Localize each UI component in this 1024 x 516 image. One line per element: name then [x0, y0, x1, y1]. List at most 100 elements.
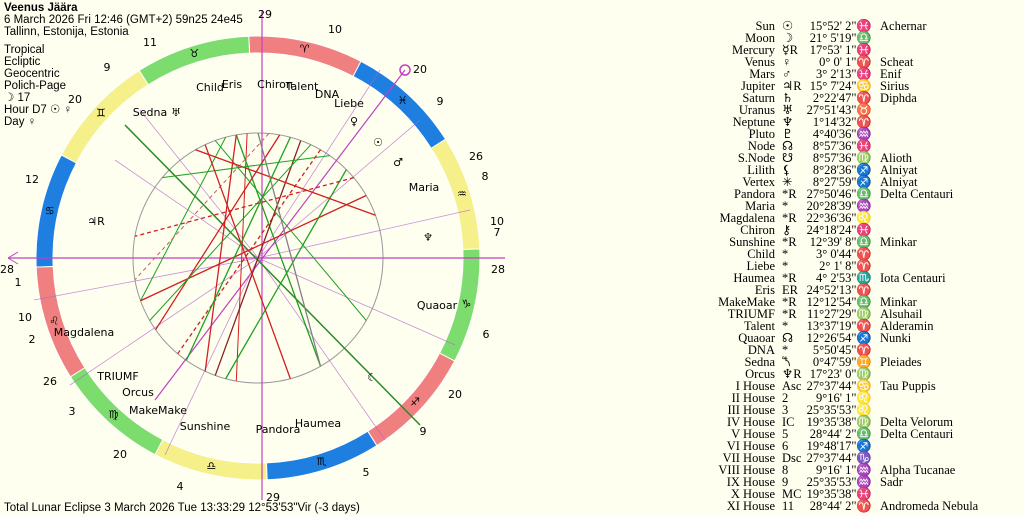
point-label: Sedna	[133, 106, 167, 119]
row-name: Sedna	[744, 355, 775, 369]
row-position: 12°39' 8"♎	[810, 234, 872, 249]
row-position: 22°36'36"♌	[807, 210, 872, 225]
row-position: 12°12'54"♎	[807, 294, 872, 309]
row-position: 0° 0' 1"♈	[819, 54, 872, 69]
row-glyph: ♃R	[782, 79, 802, 93]
row-name: III House	[727, 403, 775, 417]
row-position: 2° 1' 8"♈	[819, 258, 872, 273]
row-name: Sunshine	[729, 235, 775, 249]
row-name: Moon	[745, 31, 776, 45]
row-name: VII House	[723, 451, 776, 465]
row-position: 28°44' 2"♎	[810, 426, 872, 441]
magenta-axis	[154, 69, 406, 401]
row-star: Alniyat	[880, 175, 918, 189]
cusp-degree: 9	[420, 425, 427, 438]
row-star: Pleiades	[880, 355, 922, 369]
setting: Geocentric	[4, 68, 60, 80]
row-position: 15° 7'24"♋	[810, 78, 872, 93]
aspect-line	[257, 132, 322, 367]
row-position: 8°27'59"♐	[813, 174, 872, 189]
row-glyph: Dsc	[782, 451, 802, 465]
row-glyph: 9	[782, 475, 788, 489]
footer: Total Lunar Eclipse 3 March 2026 Tue 13:…	[4, 502, 360, 514]
row-glyph: *R	[782, 295, 797, 309]
cusp-degree: 10	[18, 311, 32, 324]
cusp-degree: 29	[266, 491, 280, 504]
aspect-line	[185, 136, 291, 361]
row-name: IV House	[727, 415, 775, 429]
point-label: ♆	[423, 231, 433, 244]
house-number: 12	[25, 173, 39, 186]
row-position: 8°57'36"♓	[813, 138, 872, 153]
row-name: Quaoar	[738, 331, 776, 345]
row-glyph: *	[782, 343, 788, 357]
point-label: ☾	[367, 371, 377, 384]
sign-glyph: ♎	[206, 459, 216, 472]
row-position: 17°23' 0"♍	[810, 366, 872, 381]
row-star: Iota Centauri	[880, 271, 946, 285]
row-name: X House	[731, 487, 776, 501]
point-label: ☉	[373, 136, 383, 149]
row-star: Sirius	[880, 79, 909, 93]
cusp-degree: 9	[104, 61, 111, 74]
row-position: 25°35'53"♒	[807, 474, 872, 489]
row-name: Lilith	[747, 163, 776, 177]
row-glyph: *R	[782, 307, 797, 321]
row-star: Alniyat	[880, 163, 918, 177]
row-name: Uranus	[739, 103, 775, 117]
row-position: 1°14'32"♈	[813, 114, 872, 129]
row-name: Child	[747, 247, 776, 261]
row-position: 4°40'36"♒	[813, 126, 872, 141]
row-name: Vertex	[742, 175, 775, 189]
row-glyph: *R	[782, 187, 797, 201]
aspect-line	[134, 133, 270, 281]
row-position: 8°57'36"♍	[813, 150, 872, 165]
row-star: Delta Centauri	[880, 427, 954, 441]
row-name: VIII House	[718, 463, 775, 477]
row-star: Delta Centauri	[880, 187, 954, 201]
asc-arrow	[7, 251, 19, 265]
cusp-degree: 26	[43, 375, 57, 388]
sign-segment	[35, 154, 78, 268]
point-label: Orcus	[122, 386, 154, 399]
row-glyph: 5	[782, 427, 788, 441]
house-number: 11	[143, 36, 157, 49]
point-label: ♀	[350, 115, 358, 128]
row-glyph: ✳	[782, 175, 793, 189]
row-glyph: ⯲	[782, 355, 791, 369]
row-star: Scheat	[880, 55, 914, 69]
row-name: MakeMake	[718, 295, 775, 309]
row-position: 13°37'19"♈	[807, 318, 872, 333]
row-position: 5°50'45"♈	[813, 342, 872, 357]
row-name: XI House	[727, 499, 776, 513]
row-name: Jupiter	[741, 79, 776, 93]
aspect-line	[149, 144, 312, 321]
row-name: Maria	[745, 199, 775, 213]
row-position: 11°27'29"♍	[807, 306, 872, 321]
sign-glyph: ♊	[96, 106, 106, 119]
row-star: Delta Velorum	[880, 415, 953, 429]
row-position: 27°37'44"♑	[807, 450, 872, 465]
cusp-degree: 20	[113, 448, 127, 461]
row-glyph: ♆	[782, 115, 793, 129]
row-position: 19°48'17"♐	[807, 438, 872, 453]
cusp-degree: 28	[491, 263, 505, 276]
cusp-line	[164, 257, 259, 456]
row-position: 25°35'53"♌	[807, 402, 872, 417]
row-glyph: MC	[782, 487, 801, 501]
aspect-line	[204, 144, 291, 379]
row-name: Talent	[744, 319, 776, 333]
aspect-line	[140, 194, 367, 302]
row-name: I House	[736, 379, 776, 393]
place: Tallinn, Estonija, Estonia	[4, 26, 129, 38]
point-label: MakeMake	[129, 404, 187, 417]
row-glyph: ☋	[782, 151, 793, 165]
row-star: Nunki	[880, 331, 912, 345]
aspect-line	[140, 137, 227, 301]
cusp-line	[257, 257, 386, 441]
row-name: Pandora	[734, 187, 775, 201]
row-name: V House	[731, 427, 775, 441]
row-name: II House	[732, 391, 776, 405]
row-name: VI House	[727, 439, 776, 453]
